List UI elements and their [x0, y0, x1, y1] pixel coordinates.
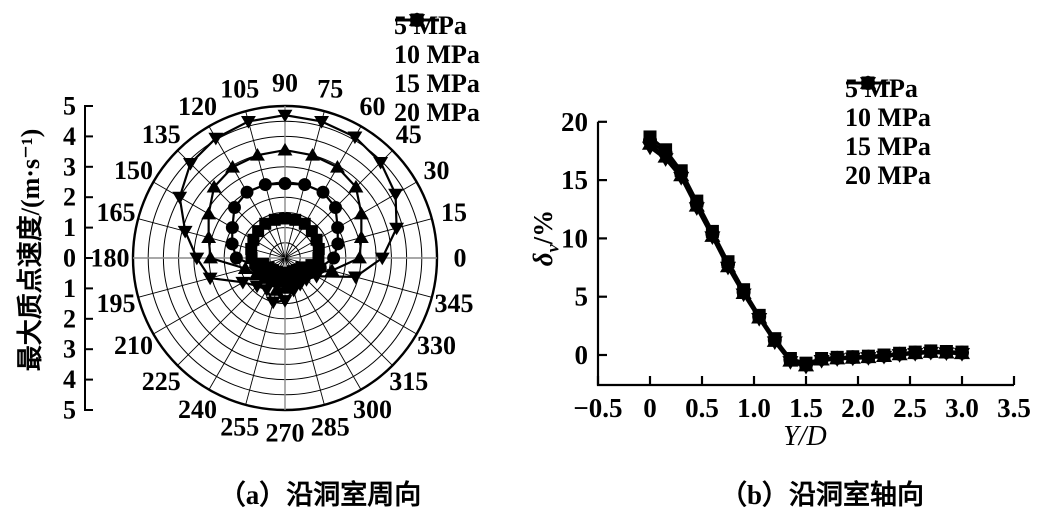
svg-text:90: 90 [272, 69, 298, 98]
svg-text:285: 285 [311, 413, 350, 442]
legend-label: 15 MPa [394, 69, 480, 98]
polar-chart: 5432101234501530456075901051201351501651… [63, 69, 474, 448]
legend-item-10-mpa: 10 MPa [394, 12, 480, 69]
svg-text:60: 60 [360, 92, 386, 121]
axial-axes [596, 120, 1016, 387]
svg-text:3: 3 [63, 152, 76, 181]
legend-label: 10 MPa [845, 103, 931, 132]
legend-item-15-mpa: 15 MPa [845, 75, 931, 161]
svg-text:180: 180 [91, 244, 130, 273]
svg-text:0.5: 0.5 [685, 393, 719, 423]
svg-text:120: 120 [178, 92, 217, 121]
svg-text:0: 0 [575, 340, 589, 370]
legend-label: 20 MPa [394, 98, 480, 127]
polar-radial-axis [84, 105, 93, 411]
legend-item-20-mpa: 20 MPa [394, 14, 480, 127]
svg-text:330: 330 [417, 331, 456, 360]
svg-text:15: 15 [441, 198, 467, 227]
legend-item-15-mpa: 15 MPa [394, 12, 480, 98]
svg-text:45: 45 [396, 120, 422, 149]
svg-text:270: 270 [266, 419, 305, 448]
svg-text:−0.5: −0.5 [573, 393, 622, 423]
svg-text:5: 5 [63, 92, 76, 121]
delta-unit: /% [528, 209, 558, 245]
polar-angle-labels: 0153045607590105120135150165180195210225… [91, 69, 474, 448]
triangle-down-marker-icon [395, 14, 439, 28]
svg-text:4: 4 [63, 365, 76, 394]
svg-text:2: 2 [63, 304, 76, 333]
svg-text:5: 5 [63, 396, 76, 425]
svg-text:2.5: 2.5 [893, 393, 927, 423]
legend-b: 5 MPa 10 MPa 15 MPa 20 MPa [845, 74, 931, 190]
triangle-down-marker-icon [846, 77, 890, 91]
caption-b: （b）沿洞室轴向 [719, 480, 925, 510]
svg-text:0: 0 [454, 244, 467, 273]
axial-chart: −0.5 0 0.5 1.0 1.5 2.0 2.5 3.0 3.5 0 5 10 15 20 [561, 107, 1031, 423]
svg-text:3: 3 [63, 335, 76, 364]
svg-text:75: 75 [317, 74, 343, 103]
svg-text:20: 20 [561, 107, 588, 137]
legend-label: 10 MPa [394, 40, 480, 69]
svg-text:2.0: 2.0 [841, 393, 875, 423]
svg-text:225: 225 [142, 367, 181, 396]
svg-text:165: 165 [96, 198, 135, 227]
svg-text:300: 300 [353, 395, 392, 424]
legend-item-10-mpa: 10 MPa [845, 75, 931, 132]
charts-svg: 5432101234501530456075901051201351501651… [63, 69, 1031, 448]
svg-text:345: 345 [435, 289, 474, 318]
svg-text:315: 315 [389, 367, 428, 396]
svg-text:240: 240 [178, 395, 217, 424]
svg-text:1: 1 [63, 274, 76, 303]
legend-item-20-mpa: 20 MPa [845, 77, 931, 190]
svg-text:1.0: 1.0 [737, 393, 771, 423]
svg-text:5: 5 [575, 282, 589, 312]
svg-text:105: 105 [220, 74, 259, 103]
svg-text:150: 150 [114, 156, 153, 185]
svg-text:0: 0 [643, 393, 657, 423]
svg-text:195: 195 [96, 289, 135, 318]
svg-text:210: 210 [114, 331, 153, 360]
svg-text:0: 0 [63, 244, 76, 273]
caption-a: （a）沿洞室周向 [218, 480, 422, 510]
legend-label: 5 MPa [845, 74, 918, 103]
legend-label: 20 MPa [845, 161, 931, 190]
svg-text:10: 10 [561, 223, 588, 253]
svg-text:1.5: 1.5 [789, 393, 823, 423]
legend-a: 5 MPa 10 MPa 15 MPa 20 MPa [394, 11, 480, 127]
polar-radial-axis-label: 最大质点速度/(m·s⁻¹) [16, 128, 45, 372]
svg-text:3.0: 3.0 [945, 393, 979, 423]
svg-text:30: 30 [424, 156, 450, 185]
delta-symbol: δ [528, 252, 558, 267]
svg-text:3.5: 3.5 [997, 393, 1031, 423]
svg-text:2: 2 [63, 183, 76, 212]
legend-label: 15 MPa [845, 132, 931, 161]
svg-text:4: 4 [63, 122, 76, 151]
svg-text:1: 1 [63, 213, 76, 242]
svg-text:135: 135 [142, 120, 181, 149]
axial-series-20-mpa [641, 141, 971, 375]
svg-text:255: 255 [220, 413, 259, 442]
polar-series-20-mpa [172, 109, 405, 310]
axial-x-axis-label: Y/D [783, 421, 827, 452]
delta-subscript: v [542, 244, 563, 253]
legend-label: 5 MPa [394, 11, 467, 40]
axial-y-axis-label: δv/% [528, 181, 562, 295]
svg-text:15: 15 [561, 165, 588, 195]
